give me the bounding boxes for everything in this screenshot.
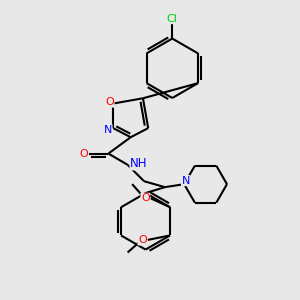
Text: O: O xyxy=(138,235,147,245)
Text: N: N xyxy=(182,176,190,186)
Text: N: N xyxy=(103,124,112,135)
Text: O: O xyxy=(79,148,88,159)
Text: O: O xyxy=(105,97,114,107)
Text: Cl: Cl xyxy=(167,14,178,24)
Text: O: O xyxy=(141,193,150,203)
Text: NH: NH xyxy=(130,157,148,170)
